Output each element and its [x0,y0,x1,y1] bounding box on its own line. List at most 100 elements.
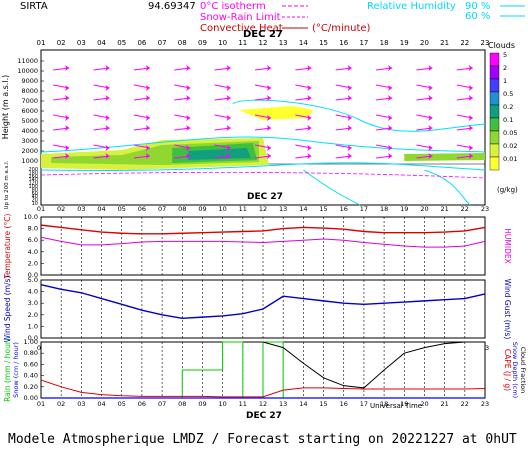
hour-tick-label: 16 [340,400,348,408]
height-tick-label: 3000 [21,137,38,145]
hour-tick-label: 02 [57,205,65,213]
hour-tick-label: 23 [481,39,490,47]
cloud-fraction-line [262,341,485,389]
hour-tick-label: 15 [319,400,327,408]
wind-arrow-head [186,65,191,71]
wind-arrow-head [428,125,433,131]
cloud-panel-frame [40,49,486,206]
legend-label: Convective Heat [200,23,283,34]
wind-arrow-head [226,95,231,101]
hour-tick-label: 05 [118,205,126,213]
hour-tick-label: 22 [460,39,469,47]
hour-tick-label: 11 [239,400,247,408]
wind-arrow-head [428,115,433,121]
wind-arrow-head [105,65,110,71]
hour-tick-label: 05 [118,400,126,408]
wind-arrow-head [468,145,473,151]
wind-arrow-head [226,153,231,159]
colorbar-title: Clouds [488,41,515,50]
rh-legend-label: Relative Humidity [367,1,456,12]
hour-tick-label: 21 [440,205,448,213]
hour-tick-label: 13 [279,39,288,47]
hour-tick-label: 05 [117,39,126,47]
colorbar-swatch [489,130,500,145]
wind-arrow-head [226,85,231,91]
hour-tick-label: 11 [239,205,247,213]
wind-arrow-head [65,115,70,121]
hour-tick-label: 09 [198,400,206,408]
legend-label: Snow-Rain Limit [200,12,281,23]
y-tick-label: 0.0 [28,334,38,342]
wind-arrow-head [347,153,352,159]
rh-legend-level: 90 % [465,1,490,12]
y-tick-label: 1.0 [28,322,38,330]
hour-tick-label: 21 [440,39,449,47]
colorbar-swatch [489,65,500,80]
wind-arrow-head [186,115,191,121]
colorbar-label: 1 [503,77,507,85]
wind-arrow-head [307,115,312,121]
wind-arrow-head [267,153,271,159]
temperature-panel-left-label: Temperature (°C) [3,214,12,280]
wind-arrow-head [267,85,271,91]
cloud-fraction-label: Cloud Fraction [519,347,527,394]
low-height-tick-label: 40 [32,194,38,200]
x-axis-label: Universal Time [370,402,422,410]
hour-tick-label: 06 [138,400,146,408]
low-height-tick-label: 180 [28,170,38,176]
rh-contour [424,169,471,206]
y-tick-label: 2.0 [28,259,38,267]
wind-arrow-head [105,125,110,131]
wind-arrow-head [388,145,393,151]
wind-arrow-head [226,115,231,121]
low-height-tick-label: 80 [32,187,38,193]
low-height-tick-label: 60 [32,191,38,197]
legend-unit: (°C/minute) [312,23,371,34]
colorbar-swatch [489,104,500,119]
cape-line [40,379,486,398]
wind-arrow-head [267,115,271,121]
wind-arrow-head [307,85,312,91]
colorbar-swatch [489,156,500,171]
height-tick-label: 11000 [17,57,38,65]
wind-arrow-head [186,125,191,131]
wind-arrow-head [226,125,231,131]
wind-arrow-head [145,115,150,121]
colorbar-label: 0.02 [503,142,517,150]
height-tick-label: 2000 [21,147,38,155]
date-label-mid: DEC 27 [247,192,283,202]
colorbar-swatch [489,143,500,158]
y-tick-label: 2.0 [28,311,38,319]
date-label-top: DEC 27 [243,29,283,40]
colorbar-label: 5 [503,51,507,59]
date-label-bottom: DEC 27 [246,411,282,421]
colorbar-swatch [489,117,500,132]
hour-tick-label: 16 [339,39,348,47]
hour-tick-label: 01 [37,205,45,213]
hour-tick-label: 18 [380,39,389,47]
temperature-panel-right-label: HUMIDEX [503,228,512,263]
colorbar-swatch [489,78,500,93]
wind-arrow-head [145,95,150,101]
hour-tick-label: 10 [218,39,227,47]
wind-arrow-head [388,125,393,131]
wind-arrow-head [307,95,312,101]
wind-arrow-head [388,65,393,71]
wind-arrow-head [347,85,352,91]
hour-tick-label: 12 [259,205,267,213]
hour-tick-label: 03 [77,400,85,408]
hour-tick-label: 17 [360,400,368,408]
snow-axis-label: Snow (cm / hour) [12,342,20,398]
y-tick-label: 0.00 [24,394,38,402]
hour-tick-label: 06 [138,205,146,213]
y-tick-label: 0.0 [28,271,38,279]
height-tick-label: 1000 [21,157,38,165]
wind-arrow-head [307,153,312,159]
hour-tick-label: 08 [178,400,186,408]
wind-arrow-head [145,125,150,131]
wind-panel-right-label: Wind Gust (m/s) [503,279,512,340]
hour-tick-label: 01 [37,39,46,47]
height-tick-label: 8000 [21,87,38,95]
wind-arrow-head [105,115,110,121]
